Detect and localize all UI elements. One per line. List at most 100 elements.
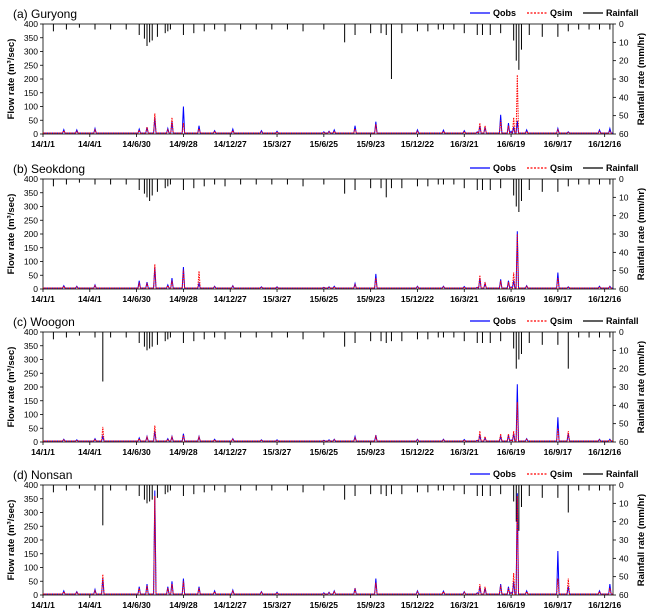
y2-tick-label: 20 <box>619 364 629 374</box>
y2-tick-label: 30 <box>619 74 629 84</box>
legend-label-qsim: Qsim <box>550 316 573 326</box>
y-axis-label: Flow rate (m³/sec) <box>6 500 17 581</box>
x-tick-label: 14/9/28 <box>169 447 198 457</box>
y-tick-label: 0 <box>33 437 38 447</box>
y2-tick-label: 50 <box>619 266 629 276</box>
x-tick-label: 16/9/17 <box>544 294 573 304</box>
x-tick-label: 14/4/1 <box>78 139 102 149</box>
series-qobs <box>43 106 613 134</box>
legend-label-rainfall: Rainfall <box>606 8 639 18</box>
x-tick-label: 15/12/22 <box>401 600 434 609</box>
x-tick-label: 15/12/22 <box>401 294 434 304</box>
plot-frame <box>42 331 614 443</box>
series-qobs <box>43 231 613 289</box>
y2-axis-label: Rainfall rate (mm/hr) <box>636 188 647 280</box>
y2-tick-label: 60 <box>619 284 629 294</box>
x-tick-label: 16/12/16 <box>588 139 621 149</box>
x-tick-label: 14/12/27 <box>214 139 247 149</box>
x-tick-label: 14/9/28 <box>169 600 198 609</box>
x-tick-label: 15/6/25 <box>310 294 339 304</box>
x-tick-label: 14/6/30 <box>122 294 151 304</box>
y2-tick-label: 30 <box>619 229 629 239</box>
y2-tick-label: 20 <box>619 517 629 527</box>
y-tick-label: 250 <box>24 521 38 531</box>
y-tick-label: 250 <box>24 215 38 225</box>
y2-tick-label: 10 <box>619 345 629 355</box>
x-tick-label: 14/12/27 <box>214 294 247 304</box>
y2-tick-label: 60 <box>619 590 629 600</box>
y2-tick-label: 60 <box>619 129 629 139</box>
x-tick-label: 15/3/27 <box>263 139 292 149</box>
y-tick-label: 0 <box>33 590 38 600</box>
y-axis-label: Flow rate (m³/sec) <box>6 39 17 120</box>
x-tick-label: 16/6/19 <box>497 139 526 149</box>
y2-tick-label: 0 <box>619 174 624 184</box>
x-tick-label: 14/1/1 <box>31 139 55 149</box>
y-tick-label: 200 <box>24 382 38 392</box>
y-tick-label: 350 <box>24 33 38 43</box>
y2-axis-label: Rainfall rate (mm/hr) <box>636 494 647 586</box>
legend-label-rainfall: Rainfall <box>606 316 639 326</box>
plot-frame <box>42 178 614 290</box>
x-tick-label: 15/3/27 <box>263 294 292 304</box>
y2-axis-label: Rainfall rate (mm/hr) <box>636 341 647 433</box>
y2-axis-label: Rainfall rate (mm/hr) <box>636 33 647 125</box>
x-tick-label: 14/12/27 <box>214 447 247 457</box>
y-axis-label: Flow rate (m³/sec) <box>6 347 17 428</box>
legend-label-qobs: Qobs <box>493 8 516 18</box>
y-tick-label: 150 <box>24 396 38 406</box>
y-tick-label: 150 <box>24 549 38 559</box>
x-tick-label: 16/3/21 <box>450 294 479 304</box>
y2-tick-label: 50 <box>619 419 629 429</box>
x-tick-label: 14/9/28 <box>169 294 198 304</box>
x-tick-label: 16/9/17 <box>544 139 573 149</box>
y-tick-label: 300 <box>24 355 38 365</box>
x-tick-label: 14/1/1 <box>31 600 55 609</box>
y-tick-label: 100 <box>24 102 38 112</box>
y2-tick-label: 40 <box>619 400 629 410</box>
x-tick-label: 14/1/1 <box>31 294 55 304</box>
y-tick-label: 350 <box>24 188 38 198</box>
x-tick-label: 16/6/19 <box>497 600 526 609</box>
y2-tick-label: 20 <box>619 56 629 66</box>
y2-tick-label: 0 <box>619 480 624 490</box>
panel-title: (c) Woogon <box>13 315 75 329</box>
x-tick-label: 14/6/30 <box>122 600 151 609</box>
x-tick-label: 15/9/23 <box>356 139 385 149</box>
legend-label-qsim: Qsim <box>550 469 573 479</box>
y2-tick-label: 10 <box>619 498 629 508</box>
y-tick-label: 400 <box>24 174 38 184</box>
y-tick-label: 400 <box>24 19 38 29</box>
chart-panel-2: 0 50 100 150 200 250 300 350 400 0 10 20 30 40 50 60 14/… <box>6 162 647 304</box>
y-tick-label: 400 <box>24 327 38 337</box>
y-tick-label: 300 <box>24 47 38 57</box>
y2-tick-label: 10 <box>619 192 629 202</box>
y-tick-label: 100 <box>24 410 38 420</box>
x-tick-label: 14/1/1 <box>31 447 55 457</box>
series-qobs <box>43 384 613 442</box>
x-tick-label: 14/6/30 <box>122 139 151 149</box>
x-tick-label: 15/12/22 <box>401 447 434 457</box>
plot-frame <box>42 23 614 135</box>
x-tick-label: 16/3/21 <box>450 447 479 457</box>
y-tick-label: 50 <box>29 270 39 280</box>
x-tick-label: 15/12/22 <box>401 139 434 149</box>
y2-tick-label: 20 <box>619 211 629 221</box>
panel-title: (d) Nonsan <box>13 468 72 482</box>
series-qsim <box>43 74 613 134</box>
y2-tick-label: 0 <box>619 327 624 337</box>
legend-label-rainfall: Rainfall <box>606 469 639 479</box>
y-tick-label: 50 <box>29 115 39 125</box>
y-tick-label: 250 <box>24 368 38 378</box>
chart-panel-3: 0 50 100 150 200 250 300 350 400 0 10 20 30 40 50 60 14/… <box>6 315 647 457</box>
y-axis-label: Flow rate (m³/sec) <box>6 194 17 275</box>
x-tick-label: 15/3/27 <box>263 447 292 457</box>
series-qobs <box>43 490 613 595</box>
y-tick-label: 300 <box>24 508 38 518</box>
y-tick-label: 200 <box>24 229 38 239</box>
y-tick-label: 0 <box>33 129 38 139</box>
x-tick-label: 16/9/17 <box>544 600 573 609</box>
x-tick-label: 16/12/16 <box>588 294 621 304</box>
x-tick-label: 14/12/27 <box>214 600 247 609</box>
